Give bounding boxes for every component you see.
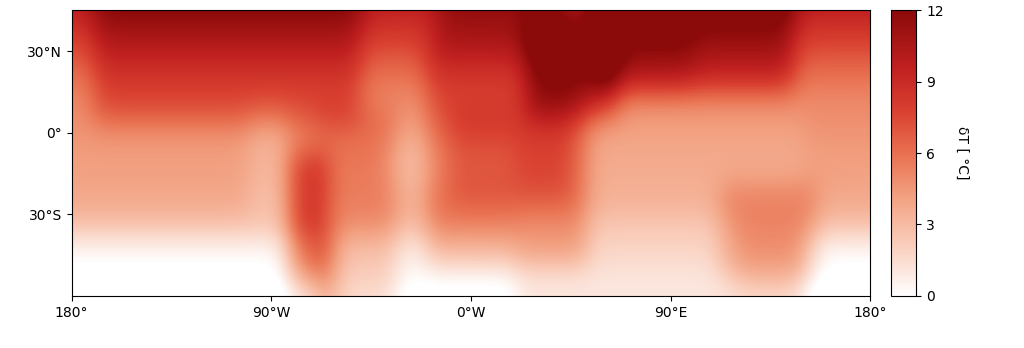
Y-axis label: δT [ °C]: δT [ °C]: [954, 126, 969, 180]
